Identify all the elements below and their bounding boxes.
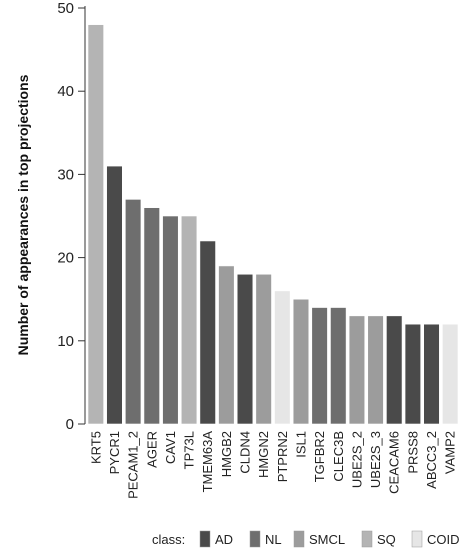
x-tick-label: CLEC3B: [331, 431, 346, 482]
legend-label-sq: SQ: [377, 532, 396, 547]
x-tick-label: TMEM63A: [200, 431, 215, 493]
legend-label-ad: AD: [215, 532, 233, 547]
bar-hmgn2: [255, 273, 272, 425]
x-tick-label: UBE2S_2: [349, 431, 364, 488]
x-tick-label: TP73L: [182, 431, 197, 469]
x-tick-label: PYCR1: [107, 431, 122, 474]
bar-abcc3_2: [423, 323, 440, 425]
x-tick-label: ABCC3_2: [424, 431, 439, 489]
y-tick-label: 30: [57, 166, 74, 183]
x-tick-label: PRSS8: [405, 431, 420, 474]
x-tick-label: TGFBR2: [312, 431, 327, 482]
x-tick-label: AGER: [144, 431, 159, 468]
y-axis: 0 10 20 30 40 50: [57, 0, 86, 433]
y-tick-label: 10: [57, 333, 74, 350]
y-tick-label: 40: [57, 83, 74, 100]
bar-ube2s_2: [348, 315, 366, 425]
bar-clec3b: [330, 307, 347, 425]
x-tick-label: PECAM1_2: [126, 431, 141, 499]
y-axis-label: Number of appearances in top projections: [15, 74, 31, 355]
bar-ube2s_3: [367, 315, 384, 425]
x-tick-label: VAMP2: [443, 431, 458, 474]
bar-pecam1_2: [125, 199, 142, 425]
legend: class: AD NL SMCL SQ COID: [152, 530, 460, 548]
bar-pycr1: [106, 165, 123, 425]
bar-tp73l: [180, 215, 198, 425]
bar-tgfbr2: [311, 307, 328, 425]
bar-prss8: [404, 323, 421, 425]
bar-ptprn2: [274, 290, 291, 425]
bar-tmem63a: [199, 240, 216, 425]
bar-cldn4: [236, 273, 254, 425]
y-tick-label: 0: [66, 416, 74, 433]
x-tick-label: UBE2S_3: [368, 431, 383, 488]
x-tick-label: CLDN4: [238, 431, 253, 474]
legend-swatch-smcl: [293, 530, 305, 548]
x-tick-label: ISL1: [293, 431, 308, 458]
legend-label-smcl: SMCL: [309, 532, 345, 547]
x-axis-labels: KRT5 PYCR1 PECAM1_2 AGER CAV1 TP73L TMEM63A HMG…: [88, 431, 457, 499]
y-tick-label: 50: [57, 0, 74, 17]
legend-swatch-ad: [199, 530, 211, 548]
bar-krt5: [87, 24, 104, 425]
x-tick-label: HMGN2: [256, 431, 271, 478]
legend-label-coid: COID: [427, 532, 460, 547]
y-tick-label: 20: [57, 250, 74, 267]
bar-isl1: [292, 298, 310, 425]
x-tick-label: CEACAM6: [387, 431, 402, 494]
legend-swatch-sq: [361, 530, 373, 548]
legend-swatch-nl: [249, 530, 261, 548]
x-tick-label: HMGB2: [219, 431, 234, 477]
bar-vamp2: [442, 323, 459, 425]
legend-label-nl: NL: [265, 532, 282, 547]
x-tick-label: KRT5: [88, 431, 103, 464]
legend-title: class:: [152, 532, 185, 547]
x-tick-label: PTPRN2: [275, 431, 290, 482]
bar-ceacam6: [386, 315, 403, 425]
bar-hmgb2: [218, 265, 235, 425]
bar-ager: [143, 207, 160, 425]
x-tick-label: CAV1: [163, 431, 178, 464]
bar-cav1: [162, 215, 179, 425]
legend-swatch-coid: [411, 530, 423, 548]
bars: [87, 24, 459, 425]
